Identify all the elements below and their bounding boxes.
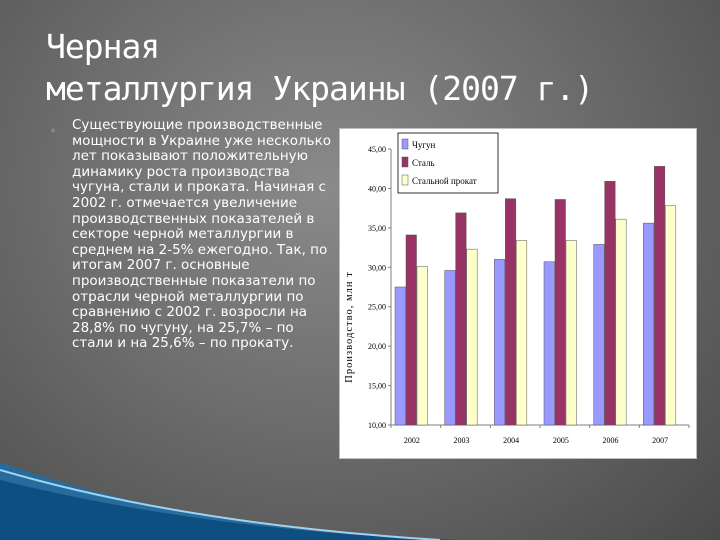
bar-2007-3: [665, 205, 677, 426]
bar-2005-3: [565, 240, 577, 426]
legend-swatch: [401, 156, 409, 168]
y-tick-label: 25,00: [368, 303, 386, 312]
bar-2003-1: [444, 270, 456, 426]
legend-label: Чугун: [412, 140, 436, 150]
x-tick-label: 2004: [503, 436, 519, 445]
legend-box: [397, 132, 499, 194]
bar-2004-1: [494, 259, 506, 426]
bar-2003-3: [466, 248, 478, 426]
bar-2007-1: [643, 222, 655, 426]
title-line-2: металлургия Украины (2007 г.): [46, 69, 594, 108]
x-tick-label: 2005: [553, 436, 569, 445]
bar-2004-2: [505, 198, 517, 426]
body-text: Существующие производственные мощности в…: [72, 117, 331, 352]
slide-title: Черная металлургия Украины (2007 г.): [46, 26, 686, 110]
bar-chart: 10,00 15,00 20,00 25,00 30,00 35,00 40,00 45,00…: [339, 128, 697, 459]
bar-2002-1: [394, 286, 406, 426]
y-tick-label: 10,00: [368, 421, 386, 430]
y-tick-label: 35,00: [368, 224, 386, 233]
legend-swatch: [401, 174, 409, 186]
chart-svg: 10,00 15,00 20,00 25,00 30,00 35,00 40,00 45,00…: [344, 132, 690, 445]
bar-2005-2: [554, 199, 566, 426]
y-axis-label: Производство, млн т: [344, 271, 355, 382]
x-tick-label: 2003: [454, 436, 470, 445]
bar-2005-1: [543, 261, 555, 426]
y-tick-label: 20,00: [368, 342, 386, 351]
bar-2006-1: [593, 244, 605, 426]
x-tick-label: 2006: [603, 436, 619, 445]
bullet-icon: ◦: [50, 126, 56, 137]
x-tick-label: 2002: [404, 436, 420, 445]
bar-2004-3: [516, 240, 528, 426]
bar-2002-2: [405, 234, 417, 426]
y-tick-label: 40,00: [368, 184, 386, 193]
y-tick-label: 30,00: [368, 263, 386, 272]
bar-2003-2: [455, 212, 467, 426]
legend-label: Стальной прокат: [412, 176, 477, 186]
bar-2006-2: [604, 181, 616, 426]
bar-2007-2: [654, 166, 666, 426]
y-tick-label: 15,00: [368, 382, 386, 391]
legend-label: Сталь: [412, 158, 435, 168]
title-line-1: Черная: [46, 27, 160, 66]
legend-swatch: [401, 138, 409, 150]
bar-2006-3: [615, 218, 627, 426]
x-tick-label: 2007: [652, 436, 668, 445]
plot-area: [391, 149, 689, 425]
bar-2002-3: [416, 266, 428, 426]
y-tick-label: 45,00: [368, 145, 386, 154]
